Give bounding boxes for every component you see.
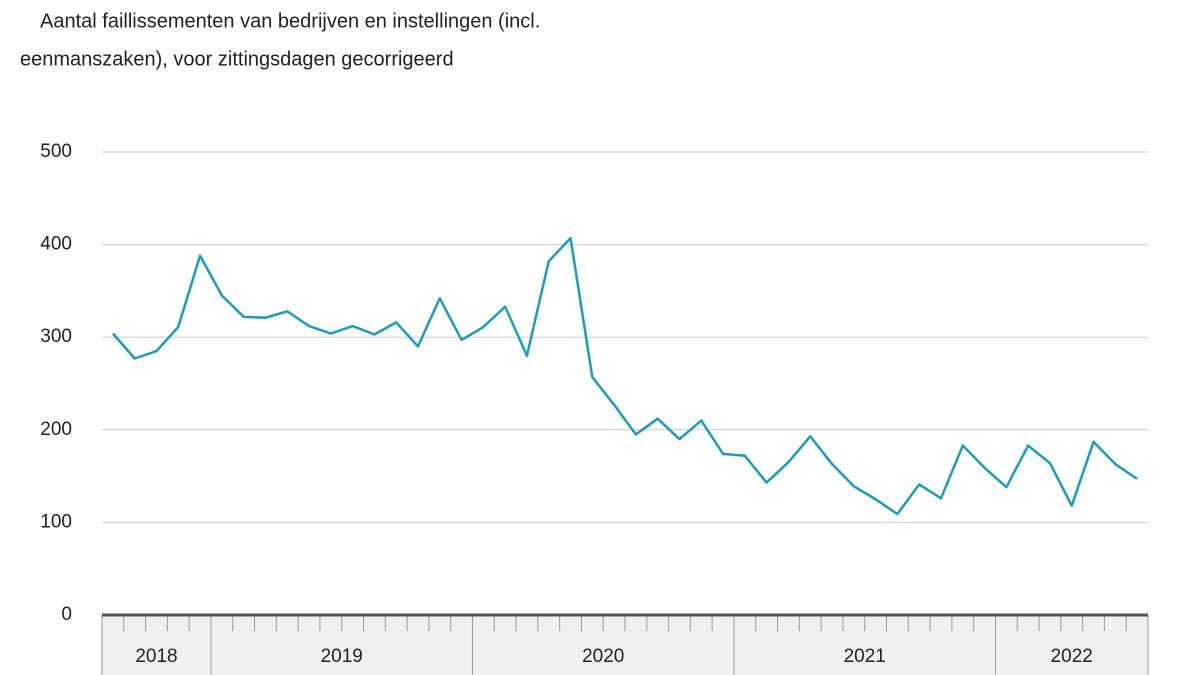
x-group-label: 2020 <box>582 646 624 667</box>
data-line <box>111 236 1138 516</box>
y-tick-label: 500 <box>40 141 72 162</box>
x-group-label: 2022 <box>1051 646 1093 667</box>
y-tick-label: 400 <box>40 234 72 255</box>
y-tick-label: 0 <box>61 604 72 625</box>
chart-title: Aantal faillissementen van bedrijven en … <box>40 10 540 32</box>
x-group-label: 2018 <box>135 646 177 667</box>
y-tick-label: 100 <box>40 511 72 532</box>
x-group-label: 2021 <box>844 646 886 667</box>
y-tick-label: 300 <box>40 326 72 347</box>
chart-title: eenmanszaken), voor zittingsdagen gecorr… <box>20 48 454 70</box>
x-group-label: 2019 <box>321 646 363 667</box>
y-tick-label: 200 <box>40 419 72 440</box>
